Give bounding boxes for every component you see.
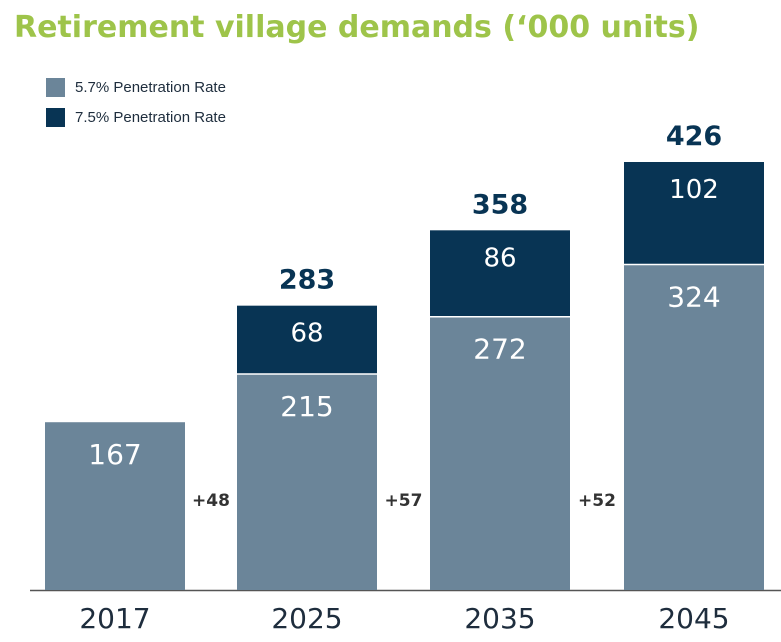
bar-label-57-2025: 215: [280, 390, 333, 423]
legend-item-75: 7.5% Penetration Rate: [46, 102, 226, 132]
bar-label-75-2025: 68: [290, 319, 323, 349]
increment-label-2: +57: [385, 491, 423, 511]
increment-label-3: +52: [578, 491, 616, 511]
legend: 5.7% Penetration Rate 7.5% Penetration R…: [46, 72, 226, 132]
bar-label-75-2035: 86: [483, 243, 516, 273]
legend-label-75: 7.5% Penetration Rate: [75, 108, 226, 126]
bar-total-2035: 358: [472, 189, 528, 220]
bar-total-2045: 426: [666, 121, 722, 152]
legend-swatch-57: [46, 77, 65, 97]
x-tick-label-2045: 2045: [658, 602, 729, 635]
bar-75-2045: [624, 162, 764, 265]
bar-label-57-2035: 272: [473, 333, 526, 366]
legend-label-57: 5.7% Penetration Rate: [75, 78, 226, 96]
bar-label-57-2017: 167: [88, 438, 141, 471]
x-tick-label-2025: 2025: [271, 602, 342, 635]
bar-label-75-2045: 102: [669, 175, 719, 205]
x-tick-label-2017: 2017: [79, 602, 150, 635]
bar-75-2025: [237, 305, 377, 374]
chart-title: Retirement village demands (‘000 units): [14, 10, 700, 45]
bar-57-2035: [430, 316, 570, 590]
bar-75-2035: [430, 230, 570, 317]
bar-total-2025: 283: [279, 265, 335, 296]
bar-57-2025: [237, 373, 377, 590]
legend-swatch-75: [46, 107, 65, 127]
increment-label-1: +48: [192, 491, 230, 511]
legend-item-57: 5.7% Penetration Rate: [46, 72, 226, 102]
bar-57-2045: [624, 264, 764, 590]
bar-57-2017: [45, 422, 185, 590]
bar-label-57-2045: 324: [667, 280, 720, 313]
x-tick-label-2035: 2035: [464, 602, 535, 635]
